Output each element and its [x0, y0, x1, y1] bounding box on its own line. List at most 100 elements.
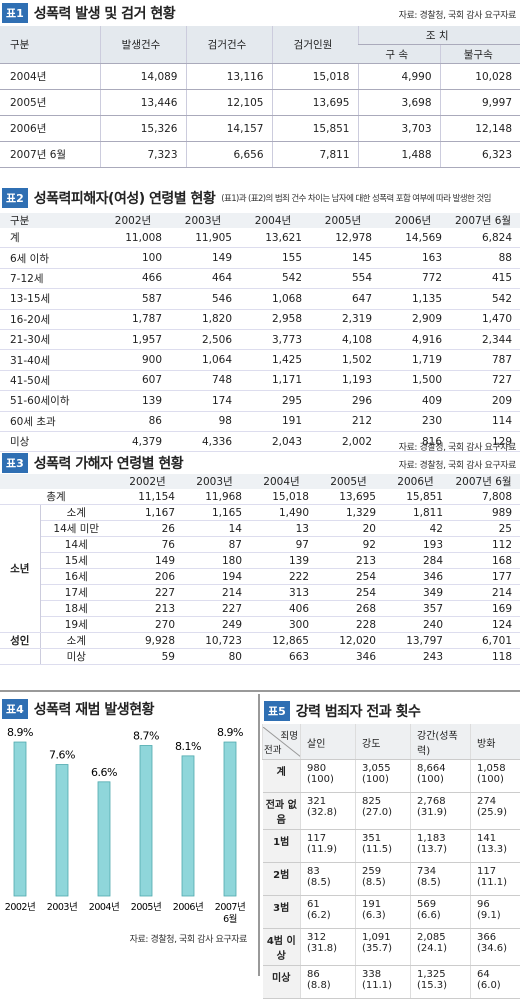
cell: 97	[250, 537, 317, 553]
cell: 13-15세	[0, 289, 100, 309]
count: 1,183	[417, 833, 468, 844]
table2-section: 표2 성폭력피해자(여성) 연령별 현황 (표1)과 (표2)의 범죄 건수 차…	[0, 184, 520, 452]
title: 성폭력 발생 및 검거 현황	[34, 3, 175, 23]
header-cell: 구 속	[358, 45, 440, 64]
value-label: 7.6%	[49, 749, 75, 762]
percent: (8.8)	[307, 980, 353, 991]
cell: 191	[240, 411, 310, 431]
count: 825	[362, 796, 408, 807]
cell: 980(100)	[301, 760, 356, 793]
cell: 214	[183, 585, 250, 601]
cell: 1,470	[450, 309, 520, 329]
cell: 13,446	[100, 90, 186, 116]
x-tick-label: 2005년	[131, 902, 161, 913]
header-cell: 2005년	[317, 474, 384, 489]
header-cell: 2003년	[183, 474, 250, 489]
cell: 149	[116, 553, 183, 569]
percent: (8.5)	[417, 877, 468, 888]
value-label: 8.9%	[7, 726, 33, 739]
cell: 13	[250, 521, 317, 537]
count: 980	[307, 763, 353, 774]
cell: 647	[310, 289, 380, 309]
count: 8,664	[417, 763, 468, 774]
row-label: 1범	[263, 830, 301, 863]
cell: 64(6.0)	[471, 966, 520, 999]
cell: 2006년	[0, 116, 100, 142]
cell: 83(8.5)	[301, 863, 356, 896]
cell: 663	[250, 649, 317, 665]
count: 351	[362, 833, 408, 844]
cell: 12,148	[440, 116, 520, 142]
header-cell: 발생건수	[100, 26, 186, 64]
cell: 59	[116, 649, 183, 665]
cell: 88	[450, 248, 520, 268]
cell: 14,569	[380, 228, 450, 248]
cell: 155	[240, 248, 310, 268]
cell: 12,978	[310, 228, 380, 248]
group-label: 소년	[0, 505, 40, 633]
empty-cell	[0, 649, 40, 665]
cell: 3,773	[240, 329, 310, 349]
badge: 표1	[2, 3, 28, 23]
x-tick-label: 2006년	[173, 902, 203, 913]
cell: 213	[116, 601, 183, 617]
cell: 12,020	[317, 633, 384, 649]
cell: 569(6.6)	[411, 896, 471, 929]
cell: 1,183(13.7)	[411, 830, 471, 863]
percent: (11.5)	[362, 844, 408, 855]
cell: 2,506	[170, 329, 240, 349]
row-label: 2범	[263, 863, 301, 896]
title-bar: 표2 성폭력피해자(여성) 연령별 현황 (표1)과 (표2)의 범죄 건수 차…	[0, 187, 520, 209]
cell: 169	[451, 601, 520, 617]
percent: (100)	[307, 774, 353, 785]
table1-section: 표1 성폭력 발생 및 검거 현황 자료: 경찰청, 국회 감사 요구자료 구분…	[0, 0, 520, 170]
header-cell: 불구속	[440, 45, 520, 64]
cell: 100	[100, 248, 170, 268]
count: 569	[417, 899, 468, 910]
cell: 213	[317, 553, 384, 569]
cell: 86	[100, 411, 170, 431]
cell: 15,018	[250, 489, 317, 505]
cell: 10,723	[183, 633, 250, 649]
cell: 1,490	[250, 505, 317, 521]
cell: 1,193	[310, 370, 380, 390]
cell: 900	[100, 350, 170, 370]
count: 61	[307, 899, 353, 910]
row-label: 3범	[263, 896, 301, 929]
cell: 42	[384, 521, 451, 537]
percent: (35.7)	[362, 943, 408, 954]
cell: 2,958	[240, 309, 310, 329]
count: 117	[477, 866, 519, 877]
cell: 139	[250, 553, 317, 569]
cell: 346	[317, 649, 384, 665]
cell: 114	[450, 411, 520, 431]
cell: 748	[170, 370, 240, 390]
cell: 2,085(24.1)	[411, 929, 471, 966]
cell: 7,323	[100, 142, 186, 168]
cell: 1,091(35.7)	[356, 929, 411, 966]
count: 1,058	[477, 763, 519, 774]
cell: 92	[317, 537, 384, 553]
cell: 3,055(100)	[356, 760, 411, 793]
header-cell: 살인	[301, 724, 356, 760]
cell: 825(27.0)	[356, 793, 411, 830]
count: 2,768	[417, 796, 468, 807]
cell: 15,326	[100, 116, 186, 142]
cell: 13,695	[317, 489, 384, 505]
percent: (9.1)	[477, 910, 519, 921]
cell: 7,811	[272, 142, 358, 168]
bar	[14, 742, 26, 896]
count: 64	[477, 969, 519, 980]
cell: 194	[183, 569, 250, 585]
